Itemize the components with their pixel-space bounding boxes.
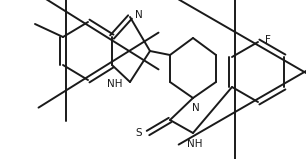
Text: F: F [265, 35, 271, 45]
Text: NH: NH [187, 139, 203, 149]
Text: N: N [135, 10, 143, 20]
Text: NH: NH [106, 79, 122, 89]
Text: N: N [192, 103, 200, 113]
Text: S: S [135, 128, 142, 138]
